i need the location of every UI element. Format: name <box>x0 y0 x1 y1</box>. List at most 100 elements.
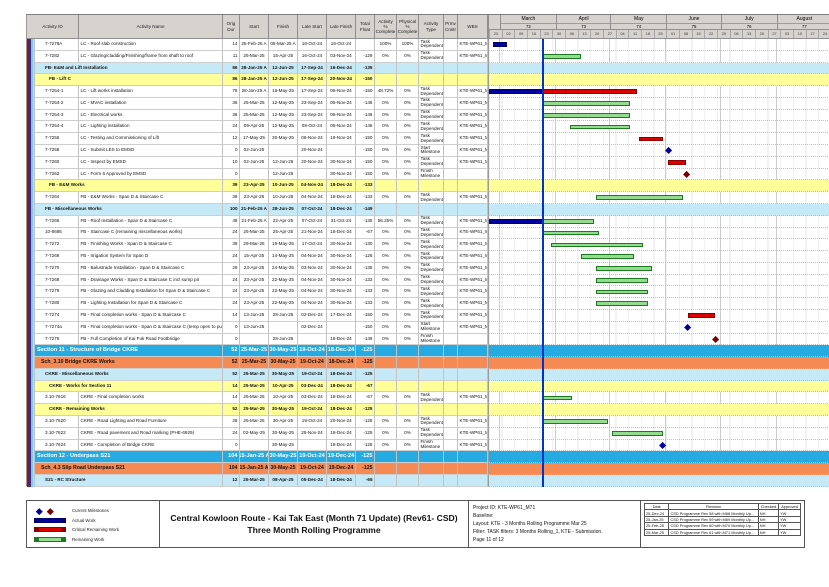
cell-orig-dur: 52 <box>223 345 240 358</box>
timeline-week-tick: 20 <box>755 30 768 38</box>
gantt-row-chart <box>488 474 829 487</box>
cell-activity-pct <box>375 62 397 75</box>
cell-late-finish: 19-Dec-24 <box>327 451 356 464</box>
gantt-row-chart <box>488 298 829 310</box>
cell-late-finish: 20-Nov-24 <box>327 416 356 428</box>
gantt-bar-actual <box>489 89 544 95</box>
cell-finish: 30-May-25 <box>269 463 298 475</box>
gantt-row-chart <box>488 309 829 322</box>
timeline-week-tick: 04 <box>615 30 629 38</box>
timeline-month-name: April <box>556 15 611 24</box>
cell-wbs: KTE-WP61_M71.O <box>458 298 488 310</box>
cell-total-float: -125 <box>356 451 375 464</box>
table-row: 7-7264 FB - E&M Works - Span D & Staircas… <box>27 192 829 204</box>
wbs-color-stripes <box>27 133 35 146</box>
cell-physical-pct: 100% <box>397 39 419 51</box>
milestone-icons <box>34 507 68 514</box>
revision-cell: CSD Programme Rev 58 with M68 Monthly Up… <box>668 509 759 517</box>
gantt-bar-remaining <box>543 101 631 106</box>
cell-start: 15-Jan-25 A <box>240 463 269 475</box>
cell-total-float <box>356 39 375 51</box>
cell-activity-pct: 100% <box>375 39 397 51</box>
cell-activity-name: FB - Irrigation System for Span D <box>79 251 223 263</box>
cell-start: 25-Mar-25 <box>240 368 269 381</box>
gantt-row-chart <box>488 357 829 369</box>
cell-activity-pct: 0% <box>375 439 397 452</box>
cell-late-finish: 05-Nov-24 <box>327 121 356 134</box>
cell-prmv-cnstr <box>444 62 458 75</box>
cell-physical-pct <box>397 451 419 464</box>
timeline-week-tick: 17 <box>805 30 819 38</box>
band-label: Sch_3.10 Bridge CKRE Works <box>35 357 223 369</box>
cell-finish <box>269 321 298 334</box>
cell-activity-id: 7-7254-4 <box>35 121 79 134</box>
cell-prmv-cnstr <box>444 274 458 287</box>
cell-total-float: -135 <box>356 215 375 228</box>
cell-late-finish: 19-Nov-24 <box>327 133 356 146</box>
cell-late-finish: 18-Dec-24 <box>327 203 356 216</box>
band-label: Sch_4.3 Slip Road Underpass S21 <box>35 463 223 475</box>
timeline-week-tick: 25 <box>653 30 667 38</box>
cell-start: 25-Mar-25 <box>240 380 269 393</box>
cell-start: 17-May-25 <box>240 133 269 146</box>
cell-activity-type: Task Dependent <box>419 427 444 440</box>
cell-activity-name: FB - Full Completion of Kai Fuk Road Foo… <box>79 333 223 346</box>
cell-late-start: 04-Nov-24 <box>298 180 327 193</box>
month-gridline <box>609 39 611 487</box>
legend-item-milestones: Current Milestones <box>34 506 159 516</box>
cell-finish: 12-May-25 <box>269 109 298 122</box>
table-row: 10-8686 FB - Staircase C (remaining misce… <box>27 227 829 240</box>
cell-physical-pct: 0% <box>397 392 419 405</box>
cell-physical-pct <box>397 463 419 475</box>
wbs-band-row: Section 11 - Structure of Bridge CKRE 52 2… <box>27 345 829 358</box>
cell-late-start: 08-Oct-24 <box>298 121 327 134</box>
cell-late-start: 04-Nov-24 <box>298 286 327 299</box>
cell-finish: 12-Jun-25 <box>269 74 298 87</box>
table-row: 7-7270 FB - Balustrade Installation - Spa… <box>27 262 829 275</box>
timeline-month-number: 73 <box>581 24 586 29</box>
cell-total-float: -133 <box>356 180 375 193</box>
cell-orig-dur: 104 <box>223 451 240 464</box>
cell-orig-dur: 11 <box>223 50 240 63</box>
wbs-band-row: FB - Lift C 86 28-Jan-25 A 12-Jun-25 17-Sep-… <box>27 74 829 87</box>
gantt-row-chart <box>488 215 829 228</box>
wbs-band-row: FB - E&M Works 39 23-Apr-25 10-Jun-25 04-Nov… <box>27 180 829 193</box>
cell-activity-id: 7-7268 <box>35 274 79 287</box>
gantt-bar-remaining <box>595 301 649 307</box>
cell-activity-type: Start Milestone <box>419 321 444 334</box>
revision-cell: 25-Mar-25 <box>643 528 670 536</box>
revision-cell: NH <box>757 528 780 536</box>
cell-activity-pct <box>375 368 397 381</box>
revision-row: 25-Mar-25 CSD Programme Rev 61 with M71 M… <box>643 528 801 536</box>
revision-col-checked: Checked <box>757 502 780 511</box>
timeline-week-tick: 13 <box>742 30 755 38</box>
cell-activity-id: 7-7269 <box>35 251 79 263</box>
wbs-color-stripes <box>27 156 35 169</box>
cell-activity-type: Task Dependent <box>419 309 444 322</box>
cell-activity-id: 7-7254-1 <box>35 86 79 98</box>
cell-activity-id: 7-7254-2 <box>35 97 79 110</box>
timeline-header: March 72 April 73 May 74 June 75 July 76 August 77 2… <box>488 15 829 39</box>
gantt-row-chart <box>488 145 829 157</box>
wbs-color-stripes <box>27 97 35 110</box>
legend-label: Current Milestones <box>72 508 109 514</box>
cell-late-start: 23-Sep-24 <box>298 97 327 110</box>
cell-activity-type: Task Dependent <box>419 133 444 146</box>
gantt-row-chart <box>488 97 829 110</box>
column-header-wbs: WBS <box>458 15 488 39</box>
cell-late-start: 05-Dec-24 <box>298 474 327 487</box>
cell-activity-type <box>419 451 444 464</box>
legend-label: Remaining Work <box>72 536 105 542</box>
cell-activity-pct: 0% <box>375 50 397 63</box>
cell-physical-pct <box>397 74 419 87</box>
cell-activity-type <box>419 380 444 393</box>
gantt-row-chart <box>488 121 829 134</box>
cell-activity-name: CKRE - Road pavement and Road marking (P… <box>79 427 223 440</box>
cell-total-float: -125 <box>356 368 375 381</box>
cell-activity-type: Task Dependent <box>419 286 444 299</box>
cell-start: 21-Feb-25 A <box>240 203 269 216</box>
column-header-activity-name: Activity Name <box>79 15 223 39</box>
cell-prmv-cnstr <box>444 109 458 122</box>
cell-prmv-cnstr <box>444 321 458 334</box>
legend-item-actual: Actual Work <box>34 516 159 526</box>
